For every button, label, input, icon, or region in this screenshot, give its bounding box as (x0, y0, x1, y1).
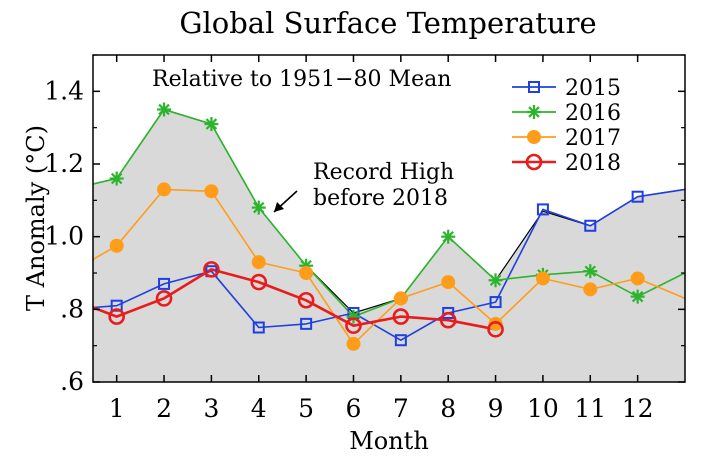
legend-marker-2017 (527, 130, 541, 144)
series-line-2018 (93, 268, 496, 331)
x-tick-label: 5 (298, 394, 314, 423)
point-2016-m8 (441, 229, 456, 244)
point-2017-m3 (204, 184, 219, 199)
legend-label-2017: 2017 (565, 126, 621, 151)
x-tick-label: 8 (440, 394, 456, 423)
x-tick-label: 6 (346, 394, 362, 423)
point-2017-m2 (157, 182, 172, 197)
y-tick-label: 1.2 (44, 149, 84, 178)
point-2018-m1 (108, 308, 125, 325)
x-tick-label: 10 (527, 394, 559, 423)
legend-entry-2018: 2018 (512, 151, 621, 176)
x-tick-label: 1 (109, 394, 125, 423)
legend-entry-2017: 2017 (512, 126, 621, 151)
point-2016-m2 (157, 102, 172, 117)
annotation-arrow-head (274, 202, 284, 212)
x-tick-label: 11 (574, 394, 606, 423)
point-2016-m9 (488, 273, 503, 288)
plot-area: .6.81.01.21.41 2 3 4 5 6 7 8 9 10 11 12201520162017… (44, 54, 686, 423)
x-tick-label: 9 (488, 394, 504, 423)
point-2018-m9 (487, 321, 504, 338)
point-2015-m12 (631, 190, 644, 203)
legend-marker-2016 (527, 105, 541, 119)
y-tick-label: .6 (60, 367, 84, 396)
x-axis-label: Month (349, 427, 429, 455)
x-tick-label: 12 (622, 394, 654, 423)
point-2016-m1 (109, 171, 124, 186)
point-2018-m6 (345, 317, 362, 334)
point-2015-m5 (300, 317, 313, 330)
point-2018-m5 (297, 291, 315, 309)
legend-label-2018: 2018 (565, 151, 621, 176)
point-2017-m6 (346, 336, 361, 351)
point-2015-m11 (584, 219, 597, 232)
series-line-2016 (93, 108, 685, 318)
x-tick-label: 4 (251, 394, 267, 423)
series-lines (93, 108, 685, 345)
annotation-text-line: before 2018 (313, 186, 448, 211)
series-line-2015 (93, 188, 685, 341)
x-tick-label: 7 (393, 394, 409, 423)
point-2017-m12 (630, 271, 645, 286)
y-tick-label: 1.0 (44, 222, 84, 251)
x-tick-label: 2 (156, 394, 172, 423)
plot-frame (92, 54, 686, 383)
point-2018-m3 (203, 261, 220, 278)
y-axis-label: T Anomaly (°C) (22, 125, 50, 311)
legend-label-2016: 2016 (565, 101, 621, 126)
point-2017-m10 (535, 271, 550, 286)
point-2017-m7 (393, 291, 408, 306)
chart-subtitle: Relative to 1951−80 Mean (152, 67, 451, 92)
y-tick-label: 1.4 (44, 76, 84, 105)
legend-label-2015: 2015 (565, 76, 621, 101)
point-2018-m2 (155, 290, 173, 307)
point-2017-m8 (441, 275, 456, 290)
point-2016-m3 (204, 117, 219, 132)
y-tick-label: .8 (60, 294, 84, 323)
point-2018-m4 (250, 273, 268, 291)
point-2016-m12 (630, 289, 645, 304)
point-2017-m1 (109, 238, 124, 253)
point-2016-m4 (251, 200, 266, 215)
point-2017-m11 (583, 282, 598, 297)
point-2015-m4 (252, 321, 265, 334)
point-2016-m11 (583, 264, 598, 279)
point-2017-m5 (299, 266, 314, 280)
legend-marker-2015 (528, 81, 540, 93)
point-2015-m8 (442, 306, 455, 319)
chart-title: Global Surface Temperature (179, 6, 596, 40)
point-2015-m2 (158, 277, 171, 290)
x-tick-label: 3 (203, 394, 219, 423)
point-2015-m7 (394, 334, 407, 347)
point-2017-m4 (251, 255, 266, 270)
point-2015-m9 (489, 296, 502, 309)
legend-entry-2015: 2015 (512, 76, 621, 101)
legend-entry-2016: 2016 (512, 101, 621, 126)
annotation-text-line: Record High (313, 160, 454, 185)
point-2018-m7 (392, 308, 410, 325)
point-2017-m9 (488, 316, 503, 331)
point-2018-m8 (439, 311, 457, 329)
legend-marker-2018 (525, 153, 543, 171)
point-2015-m10 (536, 203, 549, 216)
